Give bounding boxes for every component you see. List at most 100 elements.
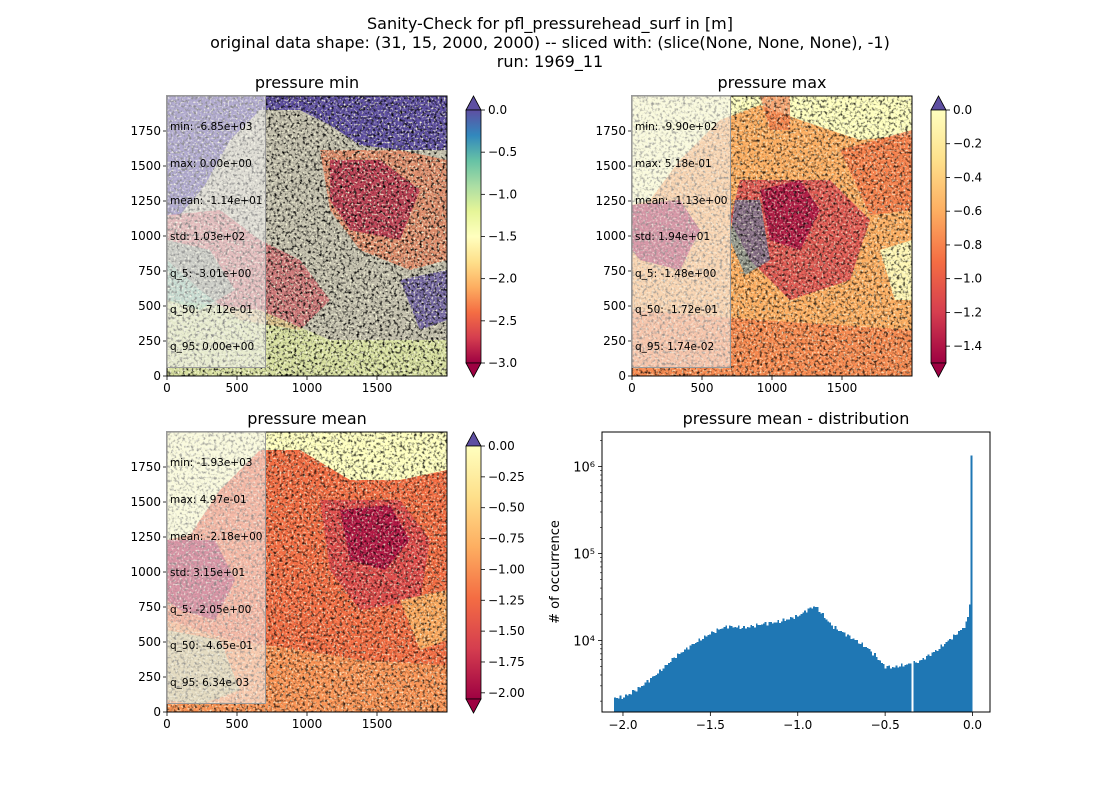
panel-title: pressure max	[717, 73, 826, 92]
x-tick-label: 1500	[827, 381, 858, 395]
colorbar-gradient	[465, 109, 482, 364]
colorbar-tick-label: −0.8	[953, 238, 982, 252]
y-tick-label: 750	[138, 264, 161, 278]
colorbar: 0.00 −0.25 −0.50 −0.75 −1.00 −1.25 −1.50 −1.75 −…	[465, 431, 525, 714]
y-tick-label: 1500	[595, 159, 626, 173]
colorbar-tick-label: −3.0	[488, 356, 517, 370]
stat-mean: mean: -2.18e+00	[170, 530, 263, 543]
stat-std: std: 1.94e+01	[635, 231, 711, 244]
colorbar-tick-label: −0.2	[953, 137, 982, 151]
histogram-bars	[614, 455, 973, 712]
colorbar-tick-label: −1.4	[953, 339, 982, 353]
stats-box-mean: min: -1.93e+03 max: 4.97e-01 mean: -2.18…	[166, 431, 267, 705]
colorbar-tick-label: −0.4	[953, 170, 982, 184]
colorbar-extend-bottom	[930, 362, 947, 378]
x-tick-label: −0.5	[871, 718, 900, 732]
stat-std: std: 1.03e+02	[170, 231, 246, 244]
y-tick-label: 1250	[595, 194, 626, 208]
y-tick-label: 10⁶	[573, 461, 595, 476]
y-tick-label: 1750	[130, 460, 161, 474]
x-tick-label: −1.5	[696, 718, 725, 732]
colorbar-tick-label: −0.6	[953, 204, 982, 218]
colorbar-tick-label: −1.25	[488, 593, 525, 607]
x-tick-label: 0	[163, 717, 171, 731]
colorbar: 0.0 −0.5 −1.0 −1.5 −2.0 −2.5 −3.0	[465, 95, 517, 378]
stat-max: max: 0.00e+00	[170, 158, 252, 171]
stat-q5: q_5: -3.01e+00	[170, 267, 252, 280]
x-axis: 0 500 1000 1500	[163, 712, 392, 731]
colorbar-tick-label: −2.00	[488, 686, 525, 700]
y-tick-label: 750	[603, 264, 626, 278]
y-axis: 0 250 500 750 1000 1250 1500 1750	[130, 124, 167, 383]
y-axis: 0 250 500 750 1000 1250 1500 1750	[130, 460, 167, 719]
stat-q95: q_95: 6.34e-03	[170, 677, 250, 690]
panel-distribution: pressure mean - distribution −2.0 −1.5 −1.…	[548, 409, 991, 732]
colorbar-gradient	[465, 445, 482, 700]
histogram-bar-series	[614, 455, 973, 712]
colorbar-tick-label: −0.5	[488, 145, 517, 159]
y-tick-label: 0	[153, 369, 161, 383]
x-tick-label: 500	[691, 381, 714, 395]
colorbar-tick-label: −1.5	[488, 230, 517, 244]
colorbar-gradient	[930, 109, 947, 364]
y-tick-label: 1000	[595, 229, 626, 243]
panel-title: pressure mean	[247, 409, 367, 428]
y-tick-label: 500	[138, 635, 161, 649]
stat-max: max: 4.97e-01	[170, 494, 247, 507]
colorbar-extend-bottom	[465, 698, 482, 714]
y-tick-label: 250	[138, 334, 161, 348]
y-axis: 0 250 500 750 1000 1250 1500 1750	[595, 124, 632, 383]
x-tick-label: 1500	[362, 381, 393, 395]
colorbar-tick-label: −2.0	[488, 272, 517, 286]
stat-mean: mean: -1.13e+00	[635, 194, 728, 207]
colorbar-tick-label: −1.0	[953, 272, 982, 286]
colorbar-extend-top	[465, 95, 482, 111]
stat-q50: q_50: -7.12e-01	[170, 304, 253, 317]
colorbar-tick-label: −2.5	[488, 314, 517, 328]
x-tick-label: 1000	[292, 717, 323, 731]
x-tick-label: 500	[226, 717, 249, 731]
x-tick-label: 500	[226, 381, 249, 395]
colorbar-tick-label: −1.0	[488, 187, 517, 201]
stat-min: min: -9.90e+02	[635, 121, 718, 134]
stat-mean: mean: -1.14e+01	[170, 194, 263, 207]
y-tick-label: 0	[618, 369, 626, 383]
x-axis: 0 500 1000 1500	[628, 376, 857, 395]
stat-q95: q_95: 0.00e+00	[170, 341, 255, 354]
y-tick-label: 10⁵	[573, 547, 595, 562]
y-tick-label: 1250	[130, 530, 161, 544]
y-tick-label: 750	[138, 600, 161, 614]
x-tick-label: 0	[163, 381, 171, 395]
y-axis: 10⁴ 10⁵ 10⁶	[573, 440, 602, 702]
y-tick-label: 1500	[130, 159, 161, 173]
colorbar-tick-label: −0.25	[488, 470, 525, 484]
y-tick-label: 500	[603, 299, 626, 313]
colorbar-tick-label: −1.2	[953, 305, 982, 319]
figure-title: Sanity-Check for pfl_pressurehead_surf i…	[0, 14, 1100, 71]
colorbar-tick-label: −0.75	[488, 532, 525, 546]
colorbar-tick-label: −1.75	[488, 655, 525, 669]
y-tick-label: 1000	[130, 229, 161, 243]
y-tick-label: 250	[138, 670, 161, 684]
y-tick-label: 1000	[130, 565, 161, 579]
x-tick-label: −2.0	[608, 718, 637, 732]
colorbar-tick-label: −0.50	[488, 501, 525, 515]
y-tick-label: 0	[153, 705, 161, 719]
panel-title: pressure mean - distribution	[683, 409, 910, 428]
colorbar-tick-label: −1.50	[488, 624, 525, 638]
stats-box-min: min: -6.85e+03 max: 0.00e+00 mean: -1.14…	[166, 95, 267, 369]
colorbar-extend-top	[930, 95, 947, 111]
y-tick-label: 1750	[130, 124, 161, 138]
y-tick-label: 1750	[595, 124, 626, 138]
stat-q5: q_5: -1.48e+00	[635, 267, 717, 280]
x-axis: −2.0 −1.5 −1.0 −0.5 0.0	[608, 712, 982, 732]
x-tick-label: 0.0	[963, 718, 982, 732]
y-tick-label: 1500	[130, 495, 161, 509]
stats-box-max: min: -9.90e+02 max: 5.18e-01 mean: -1.13…	[631, 95, 732, 369]
y-axis-label: # of occurrence	[548, 520, 563, 624]
x-tick-label: 1000	[757, 381, 788, 395]
title-line-3: run: 1969_11	[496, 52, 604, 71]
stat-std: std: 3.15e+01	[170, 567, 246, 580]
stat-q95: q_95: 1.74e-02	[635, 341, 715, 354]
y-tick-label: 1250	[130, 194, 161, 208]
